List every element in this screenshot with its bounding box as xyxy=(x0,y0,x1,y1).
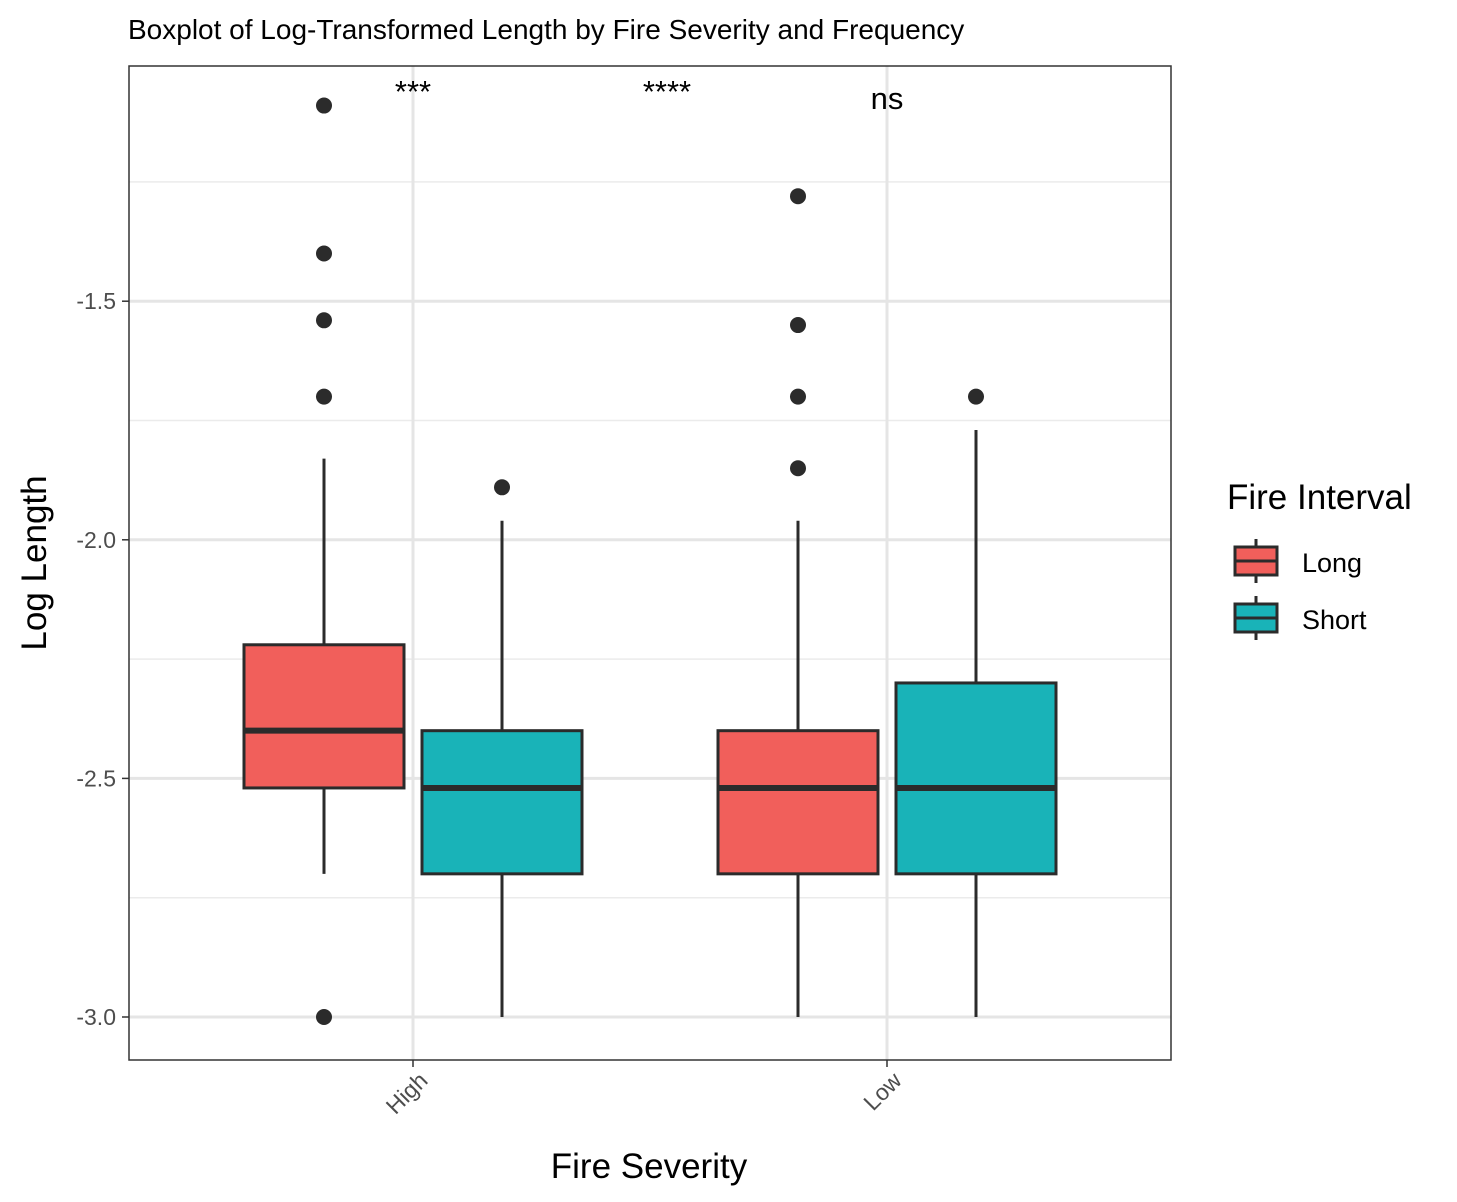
outlier-point xyxy=(968,388,984,405)
y-axis-title: Log Length xyxy=(15,475,54,650)
box-low-long xyxy=(716,188,880,1017)
outlier-point xyxy=(790,188,806,205)
y-tick-label: -2.5 xyxy=(76,765,116,791)
iqr-box xyxy=(894,681,1058,876)
box-high-short xyxy=(420,479,584,1017)
outlier-point xyxy=(790,317,806,334)
outlier-point xyxy=(316,1009,332,1025)
iqr-box xyxy=(716,729,880,876)
x-tick-label-high: High xyxy=(381,1067,433,1119)
legend: Fire Interval Long Short xyxy=(1227,478,1412,640)
iqr-box xyxy=(420,729,584,876)
box-series xyxy=(242,97,1058,1025)
legend-key-long xyxy=(1233,539,1279,583)
y-axis: -3.0 -2.5 -2.0 -1.5 xyxy=(76,288,129,1030)
outlier-point xyxy=(494,479,510,496)
x-axis-title: Fire Severity xyxy=(551,1147,748,1186)
plot-panel-background xyxy=(129,66,1171,1060)
significance-label-low: ns xyxy=(871,81,904,116)
outlier-point xyxy=(790,388,806,405)
iqr-box xyxy=(242,643,406,790)
outlier-point xyxy=(316,388,332,405)
legend-key-short xyxy=(1233,596,1279,640)
legend-label-long: Long xyxy=(1302,548,1362,578)
significance-annotations: *** **** ns xyxy=(395,74,903,116)
legend-title: Fire Interval xyxy=(1227,478,1412,517)
legend-label-short: Short xyxy=(1302,605,1367,635)
legend-keys xyxy=(1233,539,1279,640)
x-axis: High Low xyxy=(381,1060,907,1119)
y-tick-label: -1.5 xyxy=(76,288,116,314)
outlier-point xyxy=(316,312,332,329)
y-tick-label: -3.0 xyxy=(76,1004,116,1030)
plot-panel-border xyxy=(128,65,1172,1061)
box-low-short xyxy=(894,388,1058,1017)
box-high-long xyxy=(242,97,406,1025)
significance-label-between: **** xyxy=(643,74,691,109)
outlier-point xyxy=(316,97,332,114)
y-tick-label: -2.0 xyxy=(76,527,116,553)
significance-label-high: *** xyxy=(395,74,431,109)
outlier-point xyxy=(790,460,806,477)
x-tick-label-low: Low xyxy=(858,1067,906,1115)
chart-title: Boxplot of Log-Transformed Length by Fir… xyxy=(128,14,964,45)
outlier-point xyxy=(316,245,332,262)
